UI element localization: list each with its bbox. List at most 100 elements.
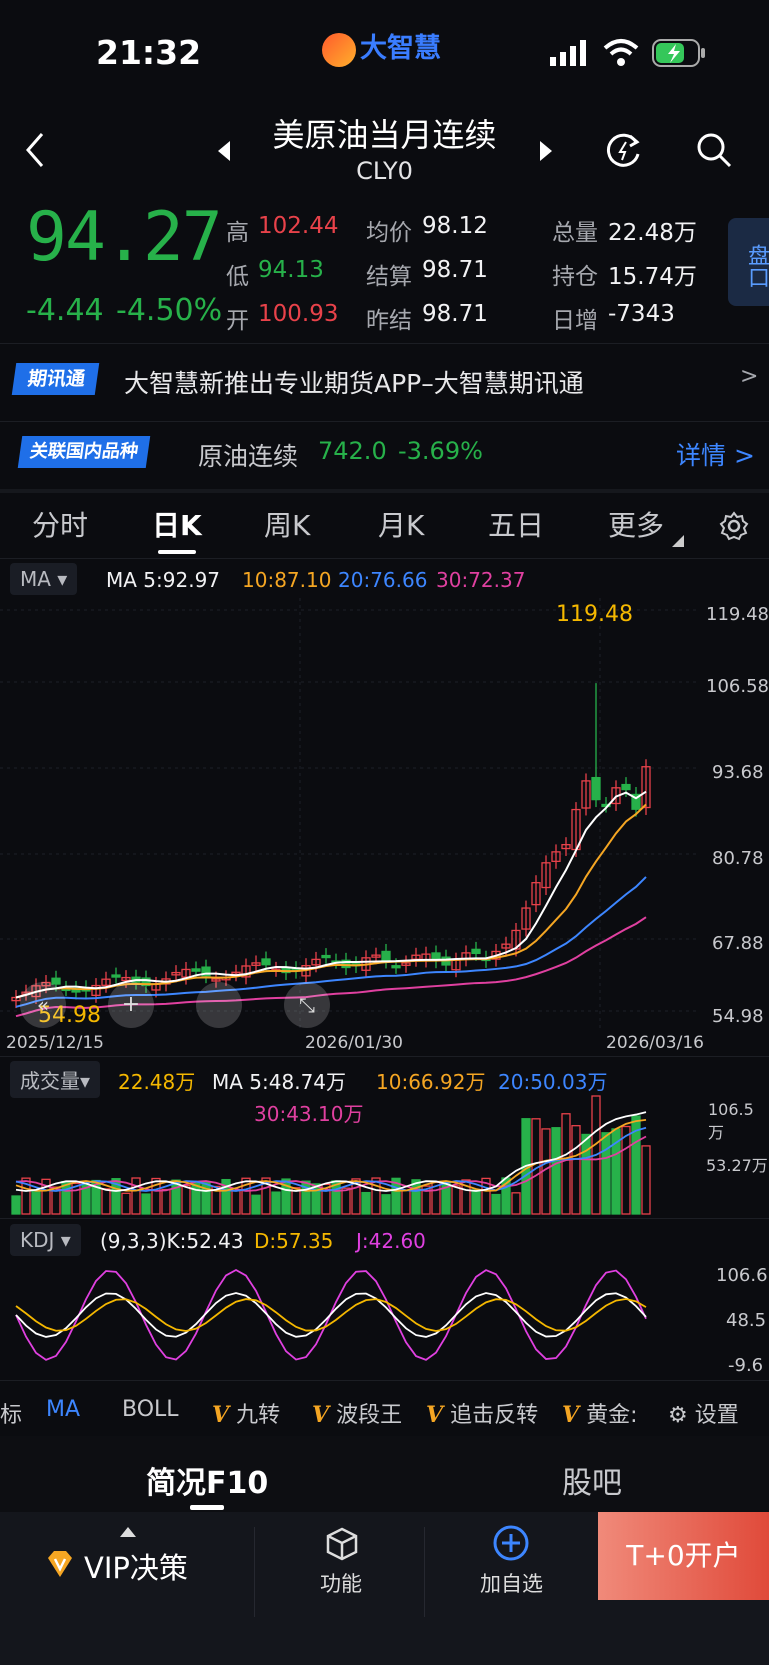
indicator-boll[interactable]: BOLL xyxy=(122,1397,179,1422)
candle-body xyxy=(241,965,251,978)
stat-label-prev-settle: 昨结 xyxy=(366,308,412,334)
news-tag: 期讯通 xyxy=(11,363,100,395)
fullscreen-icon[interactable]: ⤡ xyxy=(284,982,330,1028)
indicator-item[interactable]: 标 xyxy=(0,1403,23,1428)
add-watchlist-button[interactable]: 加自选 xyxy=(480,1572,543,1596)
function-button[interactable]: 功能 xyxy=(320,1572,362,1596)
volume-bar xyxy=(571,1125,581,1215)
volume-bar xyxy=(401,1189,411,1215)
candle-body xyxy=(621,783,631,791)
indicator-zhuiji[interactable]: V 追击反转 xyxy=(426,1397,538,1429)
volume-selector[interactable]: 成交量▾ xyxy=(10,1061,101,1098)
volume-bar xyxy=(631,1115,641,1215)
tab-forum[interactable]: 股吧 xyxy=(562,1466,622,1501)
add-watchlist-icon[interactable] xyxy=(492,1524,530,1562)
tab-weekly-k[interactable]: 周K xyxy=(264,509,311,542)
kline-max-label: 119.48 xyxy=(556,602,633,627)
kdj-chart[interactable] xyxy=(0,1250,769,1380)
open-account-button[interactable]: T+0开户 xyxy=(598,1512,769,1600)
function-cube-icon[interactable] xyxy=(324,1526,360,1562)
indicator-ma[interactable]: MA xyxy=(46,1397,81,1422)
ma30-legend: 30:72.37 xyxy=(436,568,526,592)
price-change-pct: -4.50% xyxy=(116,293,223,328)
news-banner[interactable] xyxy=(0,343,769,421)
indicator-huangjin[interactable]: V 黄金: xyxy=(562,1397,638,1429)
order-book-tab[interactable]: 盘口 xyxy=(728,218,769,306)
kdj-axis-label: 48.5 xyxy=(726,1310,767,1331)
next-contract-icon[interactable] xyxy=(538,140,554,162)
kline-chart[interactable] xyxy=(0,598,769,1058)
search-icon[interactable] xyxy=(694,130,734,170)
vip-decision-button[interactable]: VIP决策 xyxy=(84,1551,188,1585)
news-arrow[interactable]: > xyxy=(740,364,759,389)
vol-ma10-legend: 10:66.92万 xyxy=(376,1070,486,1094)
prev-contract-icon[interactable] xyxy=(216,140,232,162)
vol-ma5-legend: MA 5:48.74万 xyxy=(212,1070,347,1094)
zoom-out-icon[interactable]: « xyxy=(20,982,66,1028)
kline-min-label: 54.98 xyxy=(38,1003,101,1028)
divider xyxy=(0,1218,769,1219)
related-banner[interactable] xyxy=(0,421,769,489)
refresh-icon[interactable] xyxy=(604,130,644,170)
candle-body xyxy=(521,907,531,930)
indicator-boduanwang[interactable]: V 波段王 xyxy=(312,1397,402,1429)
tab-monthly-k[interactable]: 月K xyxy=(378,509,425,542)
price-axis-label: 93.68 xyxy=(712,762,764,783)
candle-body xyxy=(191,968,201,972)
signal-icon xyxy=(550,40,590,66)
volume-bar xyxy=(511,1192,521,1215)
volume-bar xyxy=(141,1193,151,1215)
kdj-axis-label: -9.6 xyxy=(728,1355,764,1376)
indicator-settings[interactable]: ⚙ 设置 xyxy=(668,1403,739,1428)
candle-body xyxy=(311,958,321,966)
app-logo: 大智慧 xyxy=(322,26,441,67)
volume-bar xyxy=(471,1189,481,1215)
candle-body xyxy=(641,766,651,809)
date-axis-label: 2026/03/16 xyxy=(606,1033,704,1053)
volume-bar xyxy=(621,1125,631,1215)
expand-up-icon[interactable] xyxy=(120,1522,136,1537)
stat-label-daily-inc: 日增 xyxy=(552,308,598,334)
volume-bar xyxy=(111,1178,121,1215)
divider xyxy=(254,1527,255,1617)
indicator-jiuzhuan[interactable]: V 九转 xyxy=(212,1397,280,1429)
stat-value-prev-settle: 98.71 xyxy=(422,301,488,327)
tab-minute[interactable]: 分时 xyxy=(32,509,89,542)
candle-body xyxy=(91,984,101,996)
volume-selector-label: 成交量 xyxy=(20,1069,80,1093)
volume-bar xyxy=(211,1185,221,1215)
stat-value-daily-inc: -7343 xyxy=(608,301,675,327)
kdj-d-line xyxy=(15,1298,647,1332)
stat-label-avg: 均价 xyxy=(366,220,412,246)
candle-body xyxy=(561,844,571,850)
ma10-legend: 10:87.10 xyxy=(242,568,332,592)
volume-bar xyxy=(21,1177,31,1215)
related-detail-link[interactable]: 详情 > xyxy=(676,441,755,470)
volume-bar xyxy=(301,1180,311,1215)
candle-body xyxy=(11,996,21,1002)
news-text[interactable]: 大智慧新推出专业期货APP–大智慧期讯通 xyxy=(124,369,584,398)
back-icon[interactable] xyxy=(24,130,48,170)
vol-ma20-legend: 20:50.03万 xyxy=(498,1070,608,1094)
volume-bar xyxy=(491,1193,501,1215)
kdj-selector[interactable]: KDJ ▾ xyxy=(10,1224,81,1256)
tab-five-day[interactable]: 五日 xyxy=(488,509,545,542)
tab-more[interactable]: 更多 xyxy=(608,509,665,542)
scroll-right-icon[interactable] xyxy=(196,982,242,1028)
volume-chart[interactable] xyxy=(0,1090,769,1216)
tab-f10[interactable]: 简况F10 xyxy=(146,1466,269,1501)
section-tab-indicator xyxy=(190,1505,224,1510)
order-book-label: 盘口 xyxy=(744,244,769,288)
candle-body xyxy=(371,954,381,958)
candle-body xyxy=(101,978,111,986)
tab-daily-k[interactable]: 日K xyxy=(152,509,202,542)
ma-selector[interactable]: MA ▾ xyxy=(10,563,78,595)
settings-icon[interactable] xyxy=(718,510,750,542)
crosshair-icon[interactable]: + xyxy=(108,982,154,1028)
stat-label-volume: 总量 xyxy=(552,220,598,246)
battery-icon xyxy=(652,38,706,68)
ma20-legend: 20:76.66 xyxy=(338,568,428,592)
ma-selector-label: MA xyxy=(20,567,51,591)
volume-bar xyxy=(131,1177,141,1215)
vip-v-icon: V xyxy=(212,1402,230,1428)
